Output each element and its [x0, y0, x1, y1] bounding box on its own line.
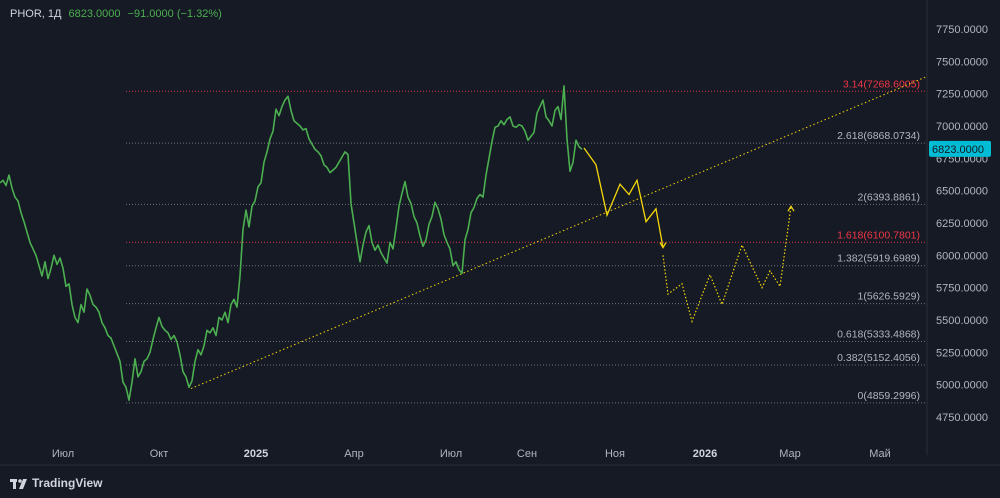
- y-tick-label: 7250.0000: [936, 89, 988, 101]
- y-tick-label: 5500.0000: [936, 315, 988, 327]
- y-tick-label: 7000.0000: [936, 121, 988, 133]
- y-tick-label: 5250.0000: [936, 347, 988, 359]
- y-tick-label: 6000.0000: [936, 250, 988, 262]
- fib-level-label: 0.382(5152.4056): [837, 352, 920, 364]
- chart-header: PHOR, 1Д 6823.0000 −91.0000 (−1.32%): [10, 8, 222, 20]
- x-tick-label: Апр: [344, 448, 363, 460]
- y-tick-label: 6250.0000: [936, 218, 988, 230]
- tradingview-brand[interactable]: TradingView: [10, 476, 102, 490]
- symbol-label[interactable]: PHOR, 1Д: [10, 8, 62, 20]
- y-tick-label: 5000.0000: [936, 380, 988, 392]
- projection-arrow-icon: [659, 242, 667, 249]
- projection-solid-line: [583, 147, 664, 248]
- y-tick-label: 7750.0000: [936, 24, 988, 36]
- x-tick-label: Сен: [517, 448, 537, 460]
- tradingview-label: TradingView: [32, 476, 103, 490]
- last-price-badge: [929, 140, 991, 157]
- fib-level-label: 3.14(7268.6005): [843, 78, 920, 90]
- fib-level-label: 0.618(5333.4868): [837, 329, 920, 341]
- price-change: −91.0000 (−1.32%): [127, 8, 222, 20]
- x-tick-label: 2025: [244, 448, 268, 460]
- price-series-line: [0, 85, 583, 402]
- price-value: 6823.0000: [68, 8, 121, 20]
- x-tick-label: Ноя: [605, 448, 625, 460]
- x-tick-label: Июл: [440, 448, 462, 460]
- projection-dashed-arrow-icon: [787, 205, 795, 212]
- trend-line: [190, 76, 927, 390]
- x-tick-label: Мар: [779, 448, 801, 460]
- y-tick-label: 7500.0000: [936, 56, 988, 68]
- y-tick-label: 4750.0000: [936, 412, 988, 424]
- x-tick-label: Окт: [150, 448, 169, 460]
- fib-level-label: 1(5626.5929): [858, 291, 920, 303]
- fib-level-label: 2(6393.8861): [858, 191, 920, 203]
- fib-level-label: 2.618(6868.0734): [837, 130, 920, 142]
- x-tick-label: Июл: [52, 448, 74, 460]
- last-price-label: 6823.0000: [932, 144, 984, 156]
- fib-level-label: 1.382(5919.6989): [837, 253, 920, 265]
- fib-level-label: 1.618(6100.7801): [837, 229, 920, 241]
- x-tick-label: Май: [869, 448, 891, 460]
- y-tick-label: 6500.0000: [936, 186, 988, 198]
- fib-level-label: 0(4859.2996): [858, 390, 920, 402]
- projection-dashed-line: [662, 206, 792, 324]
- tradingview-logo-icon: [10, 478, 28, 489]
- y-tick-label: 5750.0000: [936, 283, 988, 295]
- x-tick-label: 2026: [693, 448, 717, 460]
